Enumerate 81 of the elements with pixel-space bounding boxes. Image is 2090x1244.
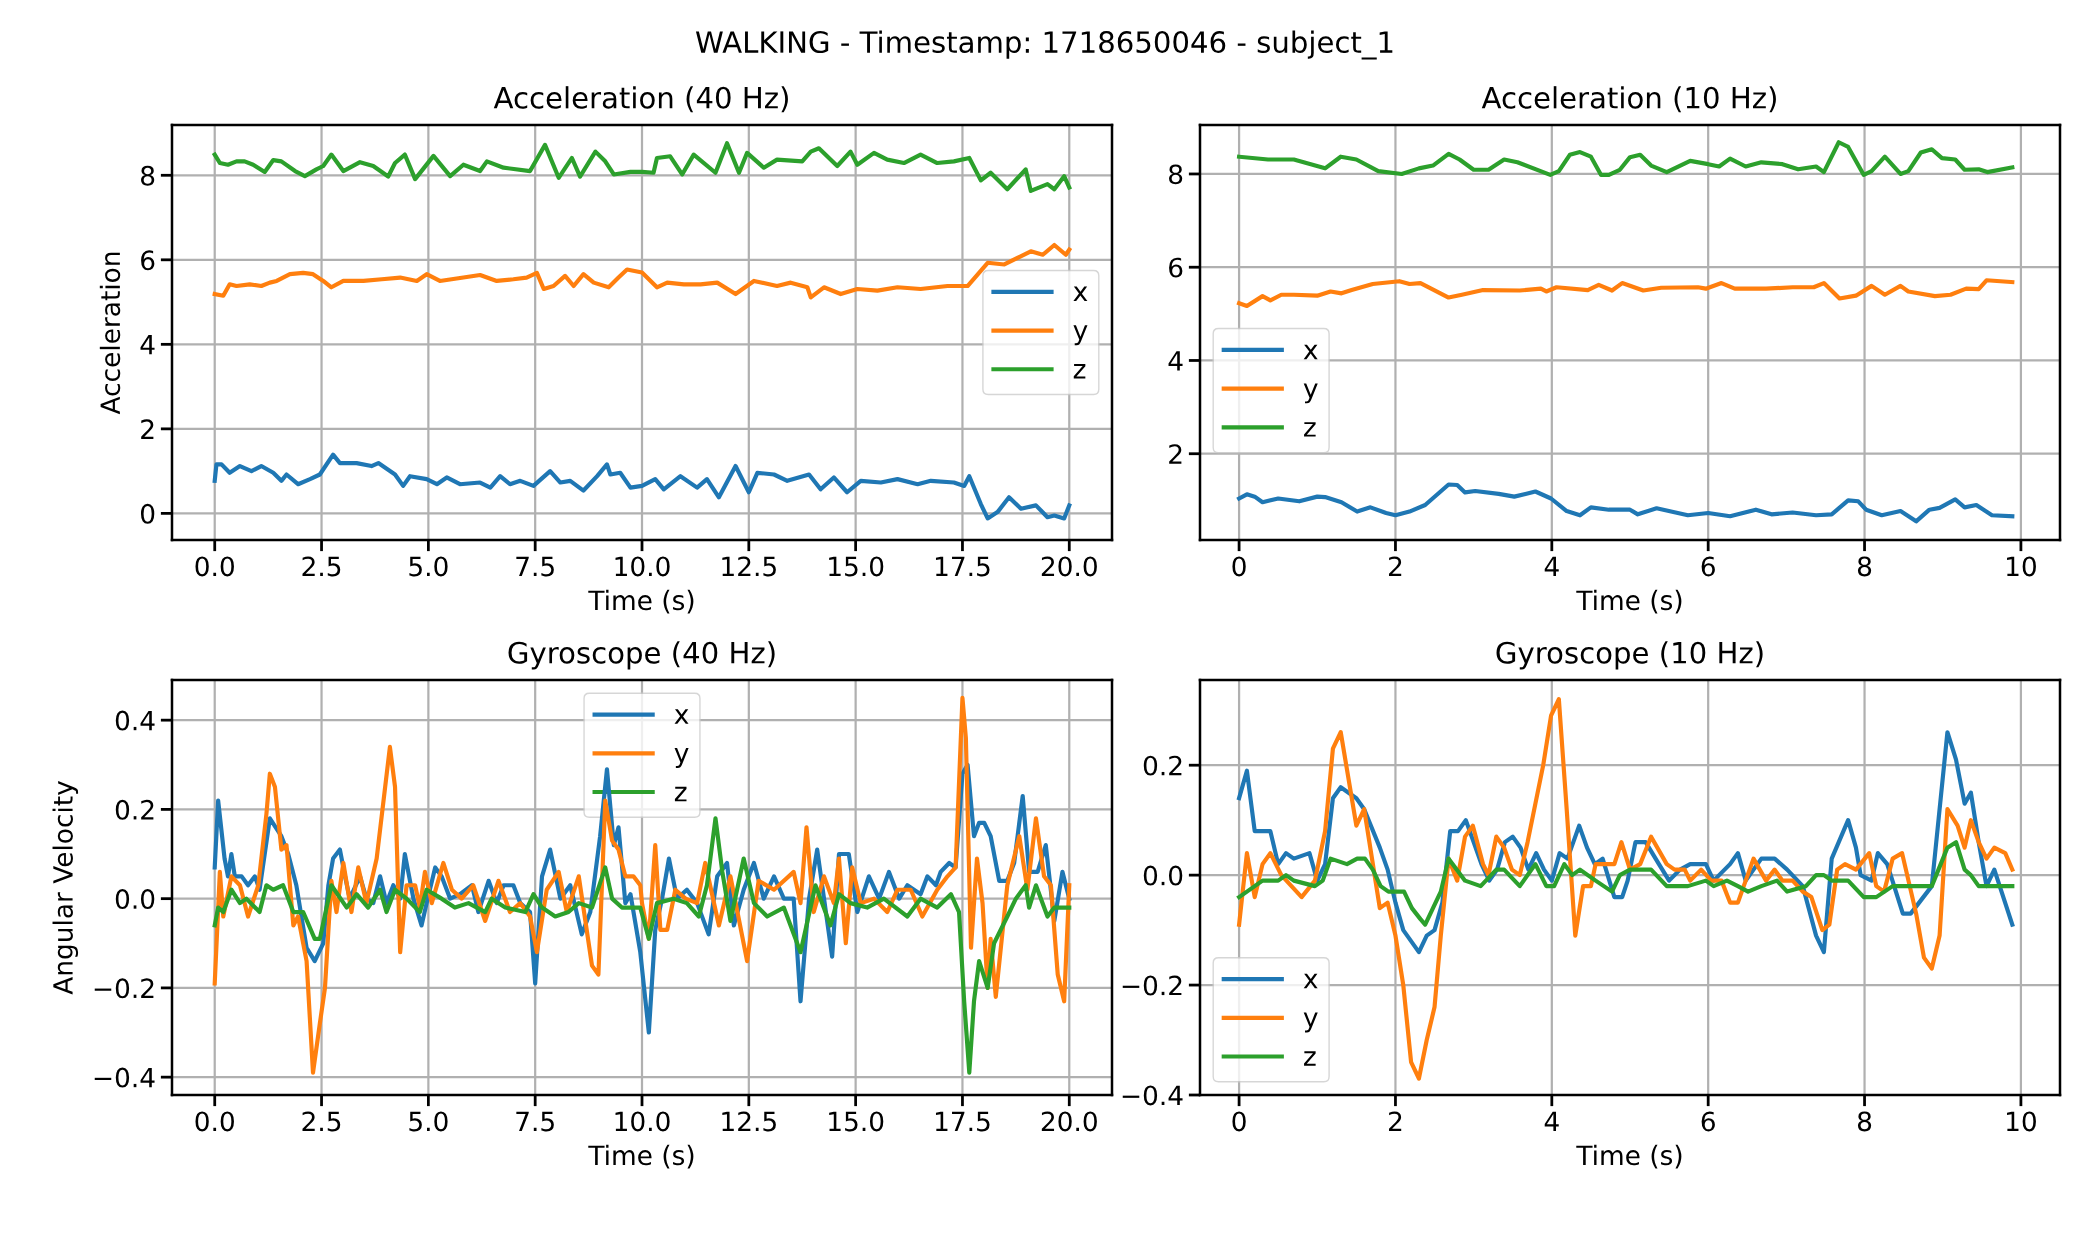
x-tick-label: 20.0 — [1041, 556, 1097, 577]
x-tick-label: 10.0 — [615, 1111, 670, 1132]
x-tick-label: 0 — [1232, 1111, 1246, 1132]
x-tick-label: 6 — [1701, 556, 1715, 577]
legend-label: y — [1303, 1012, 1318, 1033]
y-tick-label: 0.4 — [115, 710, 155, 731]
line-series — [212, 816, 1072, 1075]
chart-title: Acceleration (40 Hz) — [493, 86, 788, 113]
chart-title: Gyroscope (40 Hz) — [508, 641, 775, 670]
y-tick-label: 0.2 — [1143, 755, 1182, 776]
legend-label: z — [674, 786, 687, 802]
x-tick-label: 5.0 — [409, 1111, 448, 1132]
y-tick-label: −0.4 — [94, 1067, 155, 1088]
y-tick-label: 0.0 — [115, 889, 155, 910]
x-tick-label: 2.5 — [302, 556, 341, 577]
x-tick-label: 0 — [1232, 556, 1246, 577]
x-tick-label: 4 — [1544, 556, 1559, 577]
x-tick-label: 5.0 — [409, 556, 448, 577]
line-series — [212, 695, 1072, 1075]
x-tick-label: 10 — [2007, 1111, 2036, 1132]
x-tick-label: 8 — [1857, 1111, 1872, 1132]
line-series — [1237, 840, 2015, 927]
x-tick-label: 12.5 — [722, 556, 776, 577]
legend-label: x — [1073, 286, 1088, 302]
x-tick-label: 10 — [2007, 556, 2036, 577]
x-tick-label: 0.0 — [195, 1111, 234, 1132]
x-axis-title: Time (s) — [1576, 589, 1682, 614]
x-tick-label: 17.5 — [935, 1111, 990, 1132]
legend-label: z — [1304, 422, 1316, 437]
y-tick-label: 4 — [1168, 351, 1183, 371]
x-tick-label: 2 — [1388, 556, 1402, 577]
y-tick-label: 8 — [141, 165, 155, 186]
x-tick-label: 7.5 — [516, 1111, 554, 1132]
legend-label: y — [1073, 325, 1088, 346]
y-tick-label: 0.2 — [115, 799, 154, 820]
y-tick-label: 6 — [141, 250, 155, 271]
legend-label: x — [1303, 973, 1318, 989]
y-axis-title: Angular Velocity — [52, 781, 79, 995]
x-tick-label: 10.0 — [615, 556, 670, 577]
x-axis-title: Time (s) — [588, 589, 694, 614]
legend-label: y — [674, 748, 689, 769]
y-tick-label: 0 — [140, 503, 155, 524]
y-axis-title: Acceleration — [99, 252, 121, 415]
x-tick-label: 4 — [1544, 1111, 1559, 1132]
line-series — [1237, 140, 2015, 177]
x-tick-label: 20.0 — [1041, 1111, 1097, 1132]
x-axis-title: Time (s) — [1576, 1144, 1682, 1169]
y-tick-label: 6 — [1169, 257, 1183, 278]
x-tick-label: 7.5 — [516, 556, 554, 577]
y-tick-label: 0.0 — [1143, 865, 1183, 886]
y-tick-label: 2 — [1169, 444, 1182, 464]
x-tick-label: 2 — [1388, 1111, 1402, 1132]
x-tick-label: 15.0 — [829, 1111, 884, 1132]
y-tick-label: −0.2 — [94, 978, 154, 999]
y-tick-label: −0.2 — [1122, 975, 1182, 996]
legend-label: z — [1304, 1051, 1316, 1066]
line-series — [212, 452, 1072, 521]
x-tick-label: 6 — [1701, 1111, 1715, 1132]
legend-label: z — [1073, 364, 1086, 379]
legend-label: y — [1303, 383, 1318, 404]
x-tick-label: 0.0 — [195, 556, 234, 577]
line-series — [1237, 278, 2015, 309]
line-series — [1237, 482, 2015, 524]
chart-title: Gyroscope (10 Hz) — [1496, 641, 1763, 670]
x-tick-label: 8 — [1857, 556, 1872, 577]
y-tick-label: 8 — [1169, 164, 1183, 185]
legend-label: x — [1303, 344, 1318, 360]
y-tick-label: 2 — [141, 419, 154, 439]
legend-label: x — [674, 709, 689, 724]
line-series — [212, 242, 1072, 300]
y-tick-label: −0.4 — [1122, 1085, 1183, 1106]
x-tick-label: 12.5 — [722, 1111, 776, 1132]
x-tick-label: 17.5 — [935, 556, 990, 577]
text: WALKING - Timestamp: 1718650046 - subject_1 — [695, 30, 1393, 60]
x-tick-label: 2.5 — [302, 1111, 341, 1132]
chart-title: Acceleration (10 Hz) — [1481, 86, 1776, 113]
x-axis-title: Time (s) — [588, 1144, 694, 1169]
x-tick-label: 15.0 — [829, 556, 884, 577]
line-series — [1237, 697, 2015, 1081]
y-tick-label: 4 — [140, 335, 155, 355]
line-series — [212, 141, 1072, 194]
